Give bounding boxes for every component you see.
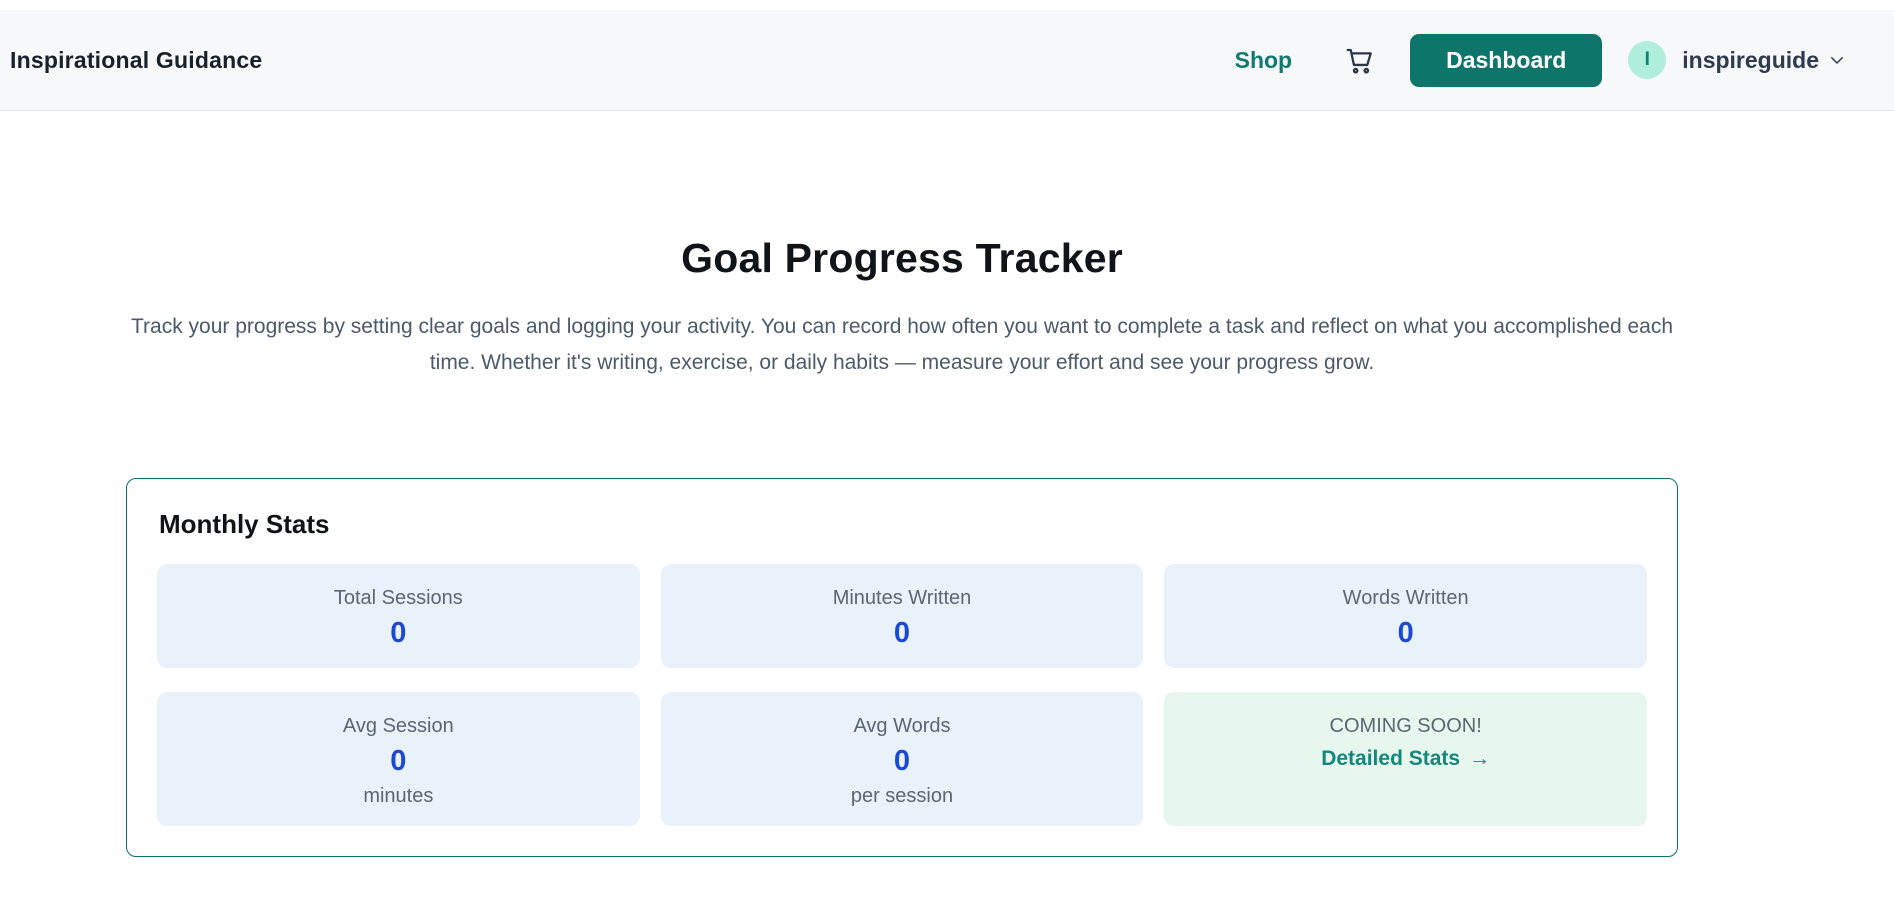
detailed-stats-link-label: Detailed Stats	[1321, 747, 1461, 770]
brand-logo[interactable]: Inspirational Guidance	[10, 46, 263, 73]
stat-sublabel: minutes	[363, 785, 434, 807]
stat-label: Total Sessions	[333, 587, 463, 609]
shopping-cart-icon[interactable]	[1342, 41, 1376, 79]
stat-sublabel: per session	[850, 785, 954, 807]
username-label: inspireguide	[1682, 46, 1819, 73]
stat-value: 0	[893, 745, 911, 777]
stat-value: 0	[1397, 617, 1414, 649]
coming-soon-label: COMING SOON!	[1329, 715, 1482, 737]
stats-grid: Total Sessions 0 Minutes Written 0 Words…	[157, 564, 1647, 826]
stats-card-title: Monthly Stats	[159, 509, 330, 539]
stat-label: Words Written	[1342, 587, 1469, 609]
stat-value: 0	[390, 745, 407, 777]
stat-label: Minutes Written	[832, 587, 972, 609]
shop-link[interactable]: Shop	[1234, 46, 1293, 73]
page-title: Goal Progress Tracker	[681, 235, 1123, 281]
top-navigation-bar: Inspirational Guidance Shop Dashboard I …	[0, 10, 1894, 111]
stat-box-avg-words: Avg Words 0 per session	[660, 692, 1144, 826]
user-menu[interactable]: I inspireguide	[1628, 41, 1846, 79]
monthly-stats-card: Monthly Stats Total Sessions 0 Minutes W…	[126, 478, 1678, 857]
stat-label: Avg Words	[853, 715, 951, 737]
avatar: I	[1628, 41, 1667, 79]
coming-soon-box: COMING SOON! Detailed Stats →	[1164, 692, 1647, 826]
chevron-down-icon	[1828, 51, 1846, 69]
stat-value: 0	[893, 617, 911, 649]
dashboard-button[interactable]: Dashboard	[1410, 33, 1603, 87]
page-description: Track your progress by setting clear goa…	[130, 315, 1674, 374]
detailed-stats-link[interactable]: Detailed Stats →	[1321, 747, 1490, 771]
main-content: Goal Progress Tracker Track your progres…	[126, 112, 1678, 857]
stat-label: Avg Session	[342, 715, 454, 737]
stat-box-minutes-written: Minutes Written 0	[660, 564, 1144, 668]
stat-box-words-written: Words Written 0	[1164, 564, 1647, 668]
stat-box-avg-session: Avg Session 0 minutes	[157, 692, 640, 826]
arrow-right-icon: →	[1469, 747, 1491, 770]
stat-box-total-sessions: Total Sessions 0	[157, 564, 640, 668]
stat-value: 0	[390, 617, 407, 649]
header-nav: Shop Dashboard I inspireguide	[1234, 33, 1846, 87]
